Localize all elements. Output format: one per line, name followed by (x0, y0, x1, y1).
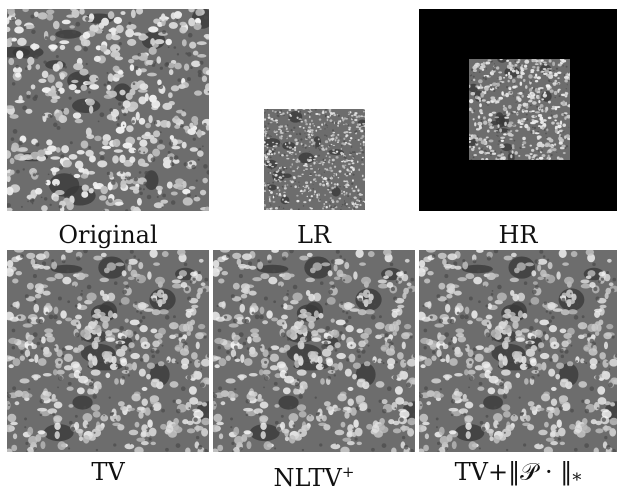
texture-hr (469, 59, 570, 160)
caption-tv: TV (91, 458, 125, 486)
panel-tv (7, 250, 209, 452)
caption-tv-nuclear: TV+‖𝒫 · ‖* (415, 458, 617, 495)
caption-nltv: NLTV+ (211, 458, 417, 492)
caption-nltv-text: NLTV (273, 464, 342, 492)
caption-original: Original (58, 221, 158, 249)
panel-original (7, 9, 209, 211)
panel-lr (264, 109, 365, 210)
texture-tv (7, 250, 209, 452)
texture-nltv (213, 250, 415, 452)
panel-nltv (213, 250, 415, 452)
caption-hr: HR (498, 221, 538, 249)
caption-lr: LR (296, 221, 331, 249)
caption-tv-nuclear-sub: * (572, 469, 582, 491)
texture-lr (264, 109, 365, 210)
panel-hr (469, 59, 570, 160)
texture-original (7, 9, 209, 211)
caption-nltv-sup: + (341, 463, 355, 481)
caption-tv-nuclear-text: TV+‖𝒫 · ‖ (454, 458, 573, 486)
texture-tv-nuclear (419, 250, 617, 452)
panel-tv-nuclear (419, 250, 617, 452)
